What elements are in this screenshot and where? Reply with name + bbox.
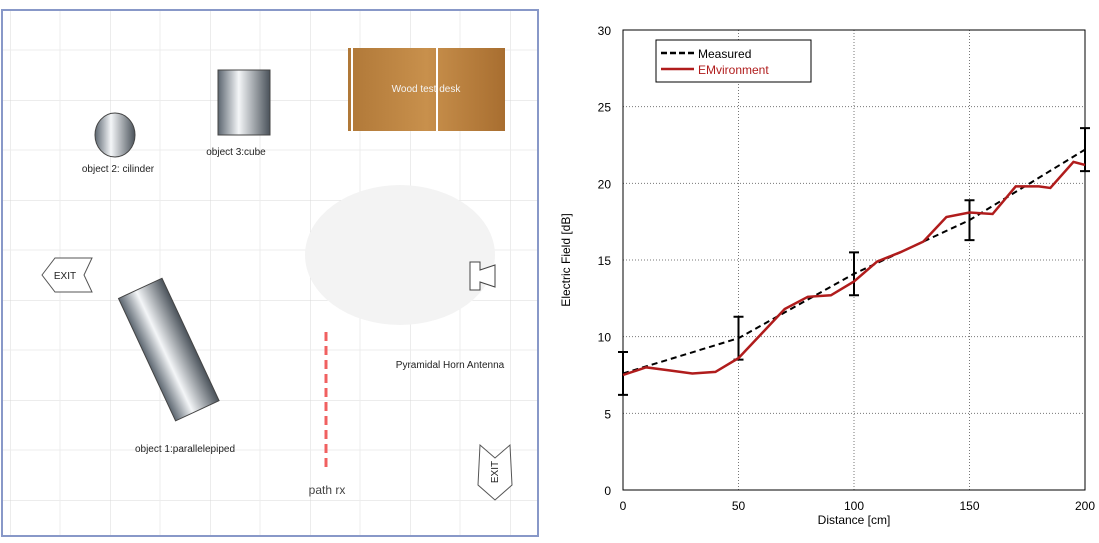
wood-desk (348, 48, 505, 131)
legend-box (655, 39, 812, 83)
y-tick-label: 25 (598, 101, 612, 115)
desk-label: Wood test desk (392, 84, 462, 95)
exit-sign (41, 257, 93, 293)
antenna-label: Pyramidal Horn Antenna (396, 360, 505, 371)
error-bar (849, 251, 859, 297)
x-tick-label: 150 (959, 499, 979, 513)
y-axis-label: Electric Field [dB] (559, 213, 573, 306)
x-tick-label: 50 (732, 499, 746, 513)
y-tick-label: 15 (598, 254, 612, 268)
exit-label: EXIT (54, 271, 76, 282)
path-label: path rx (309, 483, 346, 497)
x-tick-label: 200 (1075, 499, 1095, 513)
y-tick-label: 10 (598, 331, 612, 345)
exit-label: EXIT (490, 461, 501, 483)
exit-sign (477, 443, 513, 501)
x-tick-label: 0 (620, 499, 627, 513)
error-bar (618, 351, 628, 396)
legend-label: Measured (698, 47, 751, 61)
y-tick-label: 0 (604, 484, 611, 498)
cube (217, 69, 271, 136)
y-tick-label: 20 (598, 177, 612, 191)
radiation-pattern (305, 185, 495, 325)
room-diagram: Wood test desk object 2: cilinder object… (1, 9, 539, 537)
legend-label: EMvironment (698, 63, 769, 77)
plot-frame (622, 29, 1086, 491)
x-axis-label: Distance [cm] (818, 513, 891, 527)
cylinder (94, 112, 136, 158)
y-tick-label: 5 (604, 407, 611, 421)
parallelepiped (117, 277, 220, 422)
parallelepiped-label: object 1:parallelepiped (135, 444, 235, 455)
y-tick-label: 30 (598, 24, 612, 38)
cylinder-label: object 2: cilinder (82, 164, 155, 175)
error-bar (964, 199, 975, 242)
x-tick-label: 100 (844, 499, 864, 513)
horn-antenna (469, 261, 496, 291)
cube-label: object 3:cube (206, 147, 266, 158)
series-line (622, 160, 1086, 377)
